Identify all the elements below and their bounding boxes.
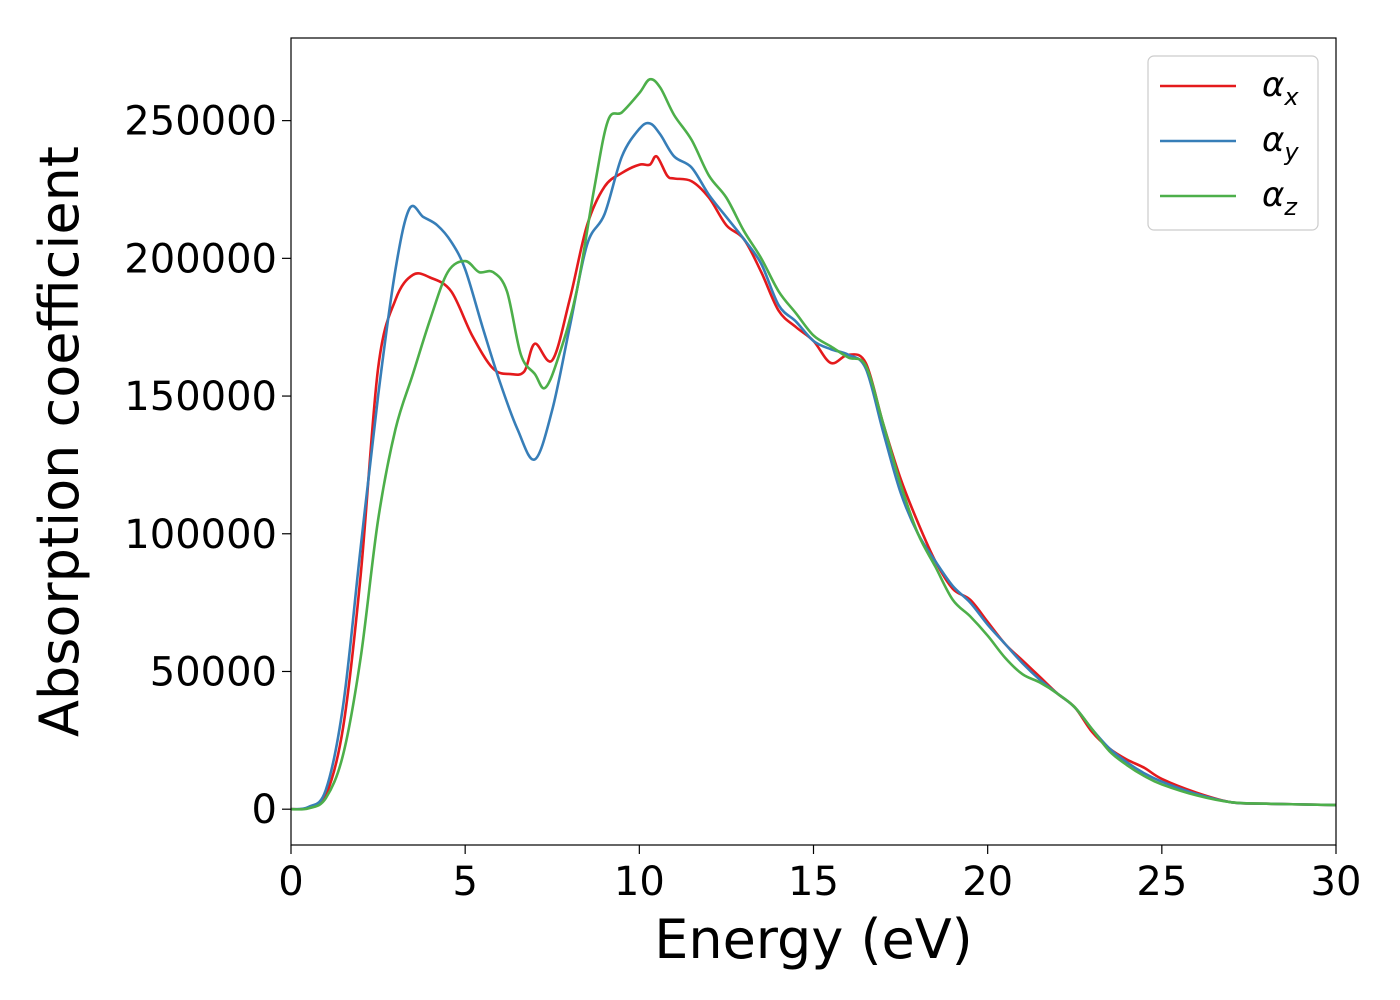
legend-label-subscript: x: [1283, 83, 1299, 111]
x-tick-label: 25: [1136, 859, 1187, 905]
y-tick-label: 250000: [124, 99, 277, 145]
legend-label-x: αx: [1262, 65, 1299, 111]
legend-label-y: αy: [1262, 120, 1299, 166]
y-tick-label: 200000: [124, 236, 277, 282]
legend-label-base: α: [1262, 65, 1284, 105]
series-line-z: [290, 77, 1337, 811]
legend-box: [1147, 55, 1319, 231]
x-tick-label: 30: [1311, 859, 1362, 905]
x-axis: 0 5 10 15 20 25 30: [278, 845, 1361, 905]
x-tick-label: 10: [614, 859, 665, 905]
legend-label-base: α: [1262, 175, 1284, 215]
series-layer: [290, 77, 1337, 811]
legend-label-base: α: [1262, 120, 1284, 160]
legend-label-subscript: z: [1283, 193, 1298, 221]
x-tick-label: 5: [452, 859, 477, 905]
x-tick-label: 20: [962, 859, 1013, 905]
x-tick-label: 15: [788, 859, 839, 905]
y-tick-label: 150000: [124, 374, 277, 420]
legend-label-subscript: y: [1283, 138, 1299, 166]
y-axis: 0 50000 100000 150000 200000 250000: [124, 99, 291, 833]
y-tick-label: 50000: [150, 649, 277, 695]
legend-label-z: αz: [1262, 175, 1298, 221]
y-tick-label: 100000: [124, 512, 277, 558]
y-tick-label: 0: [252, 787, 277, 833]
x-tick-label: 0: [278, 859, 303, 905]
x-axis-label: Energy (eV): [654, 908, 973, 971]
y-axis-label: Absorption coefficient: [28, 146, 91, 737]
